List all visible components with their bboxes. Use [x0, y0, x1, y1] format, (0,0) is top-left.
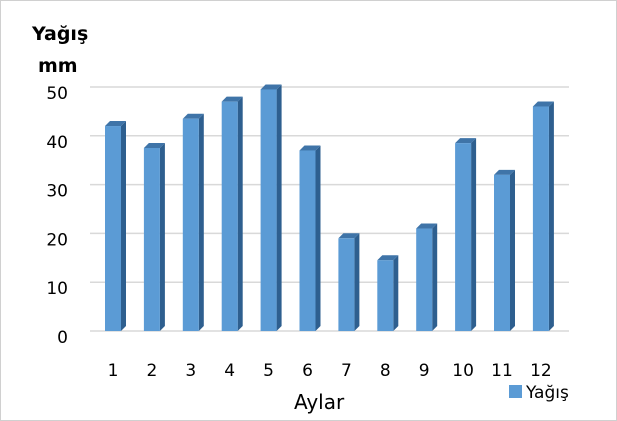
x-tick-label: 4	[224, 361, 235, 381]
bar-top	[532, 101, 554, 107]
bar-side	[471, 138, 477, 331]
x-tick-label: 6	[302, 361, 313, 381]
bar-side	[315, 145, 321, 331]
bar	[377, 260, 394, 331]
bar-side	[159, 143, 165, 331]
y-axis-label-line-1: Yağış	[31, 23, 88, 45]
bar-side	[548, 101, 554, 332]
bar	[143, 148, 160, 331]
bar	[532, 106, 549, 332]
bar-side	[198, 113, 204, 331]
bars	[105, 84, 554, 332]
bar	[416, 228, 433, 331]
bar	[105, 126, 121, 331]
legend-swatch	[509, 385, 522, 398]
bar	[299, 150, 316, 331]
bar-top	[182, 113, 204, 119]
x-tick-label: 12	[530, 361, 552, 381]
bar	[455, 143, 472, 331]
bar-side	[276, 84, 282, 331]
bar-top	[338, 233, 360, 239]
y-tick-label: 30	[46, 182, 68, 202]
bar	[221, 101, 238, 331]
bar-side	[237, 96, 243, 331]
bar-side	[393, 255, 399, 331]
bar-top	[377, 255, 399, 261]
x-axis-label: Aylar	[294, 390, 345, 414]
y-tick-label: 40	[46, 133, 68, 153]
x-tick-label: 10	[452, 361, 474, 381]
bar-side	[432, 223, 438, 331]
bar-top	[221, 96, 243, 102]
x-tick-label: 11	[491, 361, 513, 381]
x-tick-label: 5	[263, 361, 274, 381]
bar-top	[455, 138, 477, 144]
bar-side	[121, 121, 126, 331]
y-tick-label: 10	[46, 279, 68, 299]
legend-label: Yağış	[525, 383, 569, 403]
x-tick-label: 8	[380, 361, 391, 381]
bar-top	[416, 223, 438, 229]
bar-top	[494, 169, 515, 175]
bar	[494, 174, 510, 331]
x-tick-label: 9	[419, 361, 430, 381]
bar-top	[299, 145, 321, 151]
bar	[260, 89, 277, 331]
y-tick-label: 20	[46, 230, 68, 250]
bar-top	[105, 121, 126, 127]
bar-top	[260, 84, 282, 90]
legend: Yağış	[509, 383, 569, 403]
x-tick-label: 1	[108, 361, 119, 381]
x-tick-label: 7	[341, 361, 352, 381]
x-tick-label: 3	[185, 361, 196, 381]
y-tick-labels: 0 10 20 30 40 50	[46, 84, 68, 348]
y-axis-label-line-2: mm	[38, 55, 78, 77]
x-tick-label: 2	[146, 361, 157, 381]
y-tick-label: 0	[57, 328, 68, 348]
bar-top	[143, 143, 165, 148]
bar	[182, 118, 199, 331]
y-tick-label: 50	[46, 84, 68, 104]
x-tick-labels: 1 2 3 4 5 6 7 8 9 10 11 12	[108, 361, 552, 381]
bar	[338, 238, 355, 331]
bar-side	[354, 233, 360, 331]
bar-side	[510, 169, 515, 331]
grid-lines	[90, 86, 569, 332]
